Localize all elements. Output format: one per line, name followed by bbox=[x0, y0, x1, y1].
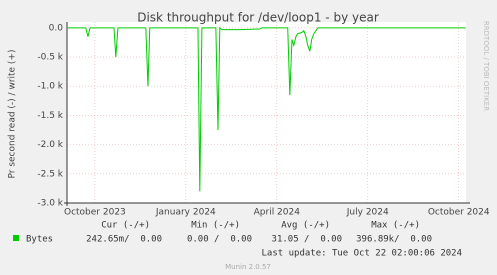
y-tick-label: -1.0 k bbox=[37, 82, 63, 92]
watermark: RRDTOOL / TOBI OETIKER bbox=[482, 21, 490, 111]
y-tick-label: -3.0 k bbox=[37, 199, 63, 209]
credit: Munin 2.0.57 bbox=[225, 263, 271, 271]
y-tick-label: -1.5 k bbox=[37, 111, 63, 121]
x-tick-label: January 2024 bbox=[155, 208, 216, 218]
last-update: Last update: Tue Oct 22 02:00:06 2024 bbox=[262, 249, 462, 259]
legend-entry: Bytes bbox=[26, 235, 53, 245]
data-line bbox=[67, 26, 466, 192]
x-tick-label: October 2024 bbox=[428, 208, 490, 218]
legend-swatch bbox=[13, 235, 19, 241]
stats-header: Cur (-/+) bbox=[101, 221, 150, 231]
plot-area bbox=[67, 22, 466, 203]
chart-title: Disk throughput for /dev/loop1 - by year bbox=[137, 11, 379, 25]
y-tick-label: -2.5 k bbox=[37, 169, 63, 179]
stats-header: Avg (-/+) bbox=[281, 221, 330, 231]
y-tick-label: -2.0 k bbox=[37, 140, 63, 150]
stats-value: 0.00 / 0.00 bbox=[187, 235, 252, 245]
stats-header: Min (-/+) bbox=[191, 221, 240, 231]
x-tick-label: April 2024 bbox=[254, 208, 301, 218]
y-tick-label: 0.0 bbox=[49, 23, 64, 33]
y-tick-label: -0.5 k bbox=[37, 53, 63, 63]
x-tick-label: July 2024 bbox=[346, 208, 389, 218]
x-tick-label: October 2023 bbox=[64, 208, 126, 218]
y-axis-label: Pr second read (-) / write (+) bbox=[8, 50, 18, 179]
stats-value: 31.05 / 0.00 bbox=[272, 235, 342, 245]
stats-value: 242.65m/ 0.00 bbox=[86, 235, 162, 245]
stats-value: 396.89k/ 0.00 bbox=[356, 235, 432, 245]
stats-header: Max (-/+) bbox=[371, 221, 420, 231]
